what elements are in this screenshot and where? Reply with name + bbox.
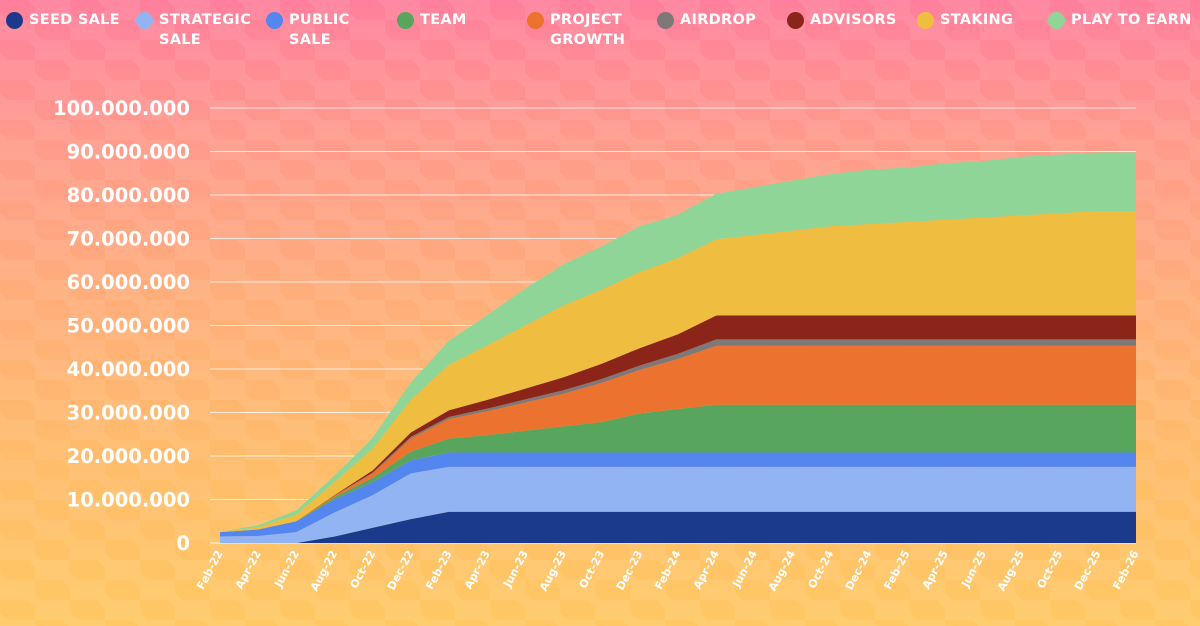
legend-item-staking[interactable]: STAKING xyxy=(917,10,1013,30)
x-tick-label: Aug-22 xyxy=(308,548,340,593)
legend-label: PLAY TO EARN xyxy=(1071,12,1192,28)
y-tick-label: 40.000.000 xyxy=(67,358,190,381)
legend-item-airdrop[interactable]: AIRDROP xyxy=(657,10,756,30)
legend-item-team[interactable]: TEAM xyxy=(397,10,467,30)
legend-label: PUBLIC SALE xyxy=(289,12,350,48)
legend-label: ADVISORS xyxy=(810,12,897,28)
x-tick-label: Apr-24 xyxy=(691,548,722,591)
project-growth-swatch-icon xyxy=(527,12,544,29)
area-series-project-growth xyxy=(220,345,1136,533)
legend-label: SEED SALE xyxy=(29,12,120,28)
y-tick-label: 80.000.000 xyxy=(67,184,190,207)
area-series-advisors xyxy=(220,315,1136,533)
x-tick-label: Aug-23 xyxy=(537,548,569,593)
seed-sale-swatch-icon xyxy=(6,12,23,29)
x-tick-label: Feb-26 xyxy=(1110,548,1141,592)
play-to-earn-swatch-icon xyxy=(1048,12,1065,29)
x-tick-label: Apr-25 xyxy=(920,548,951,591)
area-series-seed-sale xyxy=(220,511,1136,543)
area-series-team xyxy=(220,404,1136,533)
y-tick-label: 10.000.000 xyxy=(67,489,190,512)
x-tick-label: Feb-25 xyxy=(881,548,912,591)
y-tick-label: 90.000.000 xyxy=(67,141,190,164)
x-tick-label: Apr-23 xyxy=(462,548,493,591)
x-tick-label: Oct-24 xyxy=(806,548,837,591)
x-tick-label: Dec-25 xyxy=(1072,548,1104,592)
area-series-play-to-earn xyxy=(220,152,1136,533)
legend-item-strategic-sale[interactable]: STRATEGIC SALE xyxy=(136,10,251,50)
area-series-public-sale xyxy=(220,452,1136,537)
y-tick-label: 50.000.000 xyxy=(67,315,190,338)
legend-item-seed-sale[interactable]: SEED SALE xyxy=(6,10,120,30)
x-tick-label: Jun-25 xyxy=(958,548,989,590)
legend-item-project-growth[interactable]: PROJECT GROWTH xyxy=(527,10,625,50)
x-tick-label: Feb-24 xyxy=(652,548,683,592)
airdrop-swatch-icon xyxy=(657,12,674,29)
x-tick-label: Apr-22 xyxy=(233,548,264,591)
y-tick-label: 70.000.000 xyxy=(67,228,190,251)
legend-item-play-to-earn[interactable]: PLAY TO EARN xyxy=(1048,10,1192,30)
x-tick-label: Feb-22 xyxy=(194,548,225,591)
x-tick-label: Aug-24 xyxy=(766,548,798,593)
x-tick-label: Dec-22 xyxy=(385,548,417,592)
x-tick-label: Jun-24 xyxy=(729,548,760,590)
team-swatch-icon xyxy=(397,12,414,29)
x-tick-label: Jun-23 xyxy=(500,548,531,590)
x-tick-label: Jun-22 xyxy=(271,548,302,590)
legend-item-public-sale[interactable]: PUBLIC SALE xyxy=(266,10,350,50)
x-tick-label: Dec-24 xyxy=(843,548,875,592)
advisors-swatch-icon xyxy=(787,12,804,29)
x-tick-label: Feb-23 xyxy=(423,548,454,591)
legend-item-advisors[interactable]: ADVISORS xyxy=(787,10,897,30)
x-tick-label: Aug-25 xyxy=(995,548,1027,593)
y-tick-label: 100.000.000 xyxy=(53,97,190,120)
legend-label: AIRDROP xyxy=(680,12,757,28)
y-tick-label: 30.000.000 xyxy=(67,402,190,425)
legend-label: STAKING xyxy=(940,12,1014,28)
x-tick-label: Oct-23 xyxy=(577,548,608,590)
strategic-sale-swatch-icon xyxy=(136,12,153,29)
x-tick-label: Dec-23 xyxy=(614,548,646,592)
staking-swatch-icon xyxy=(917,12,934,29)
legend-label: STRATEGIC SALE xyxy=(159,12,252,48)
y-tick-label: 0 xyxy=(176,532,190,555)
legend-label: TEAM xyxy=(420,12,467,28)
legend-label: PROJECT GROWTH xyxy=(550,12,626,48)
area-series-strategic-sale xyxy=(220,466,1136,543)
x-tick-label: Oct-22 xyxy=(348,548,379,590)
area-series-staking xyxy=(220,211,1136,533)
x-tick-label: Oct-25 xyxy=(1035,548,1066,590)
y-tick-label: 20.000.000 xyxy=(67,445,190,468)
y-tick-label: 60.000.000 xyxy=(67,271,190,294)
public-sale-swatch-icon xyxy=(266,12,283,29)
